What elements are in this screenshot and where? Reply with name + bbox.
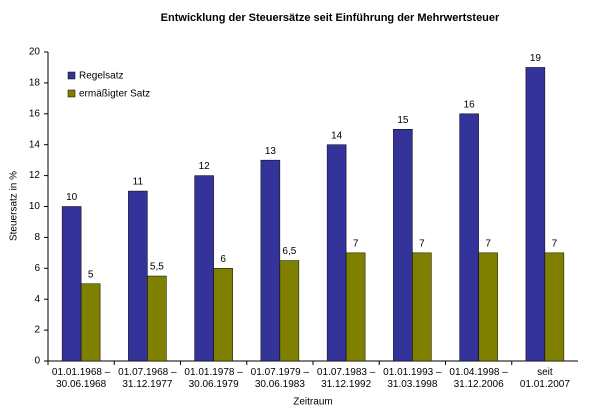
legend-label: Regelsatz — [79, 71, 123, 82]
data-label: 10 — [66, 192, 78, 203]
data-label: 6,5 — [282, 246, 296, 257]
y-tick-label: 0 — [34, 356, 40, 367]
x-axis-label: Zeitraum — [293, 397, 332, 408]
data-label: 16 — [464, 99, 476, 110]
bar — [345, 252, 366, 362]
x-tick-label: seit 01.01.2007 — [519, 367, 570, 390]
data-label: 11 — [133, 177, 144, 188]
y-tick-label: 10 — [29, 201, 41, 212]
x-tick-label: 01.04.1998 – 31.12.2006 — [449, 367, 508, 390]
bar — [544, 252, 565, 362]
bar — [147, 275, 167, 362]
bar — [260, 159, 281, 362]
data-label: 7 — [353, 238, 359, 249]
data-label: 14 — [331, 130, 343, 141]
data-label: 5 — [88, 269, 94, 280]
data-label: 12 — [199, 161, 211, 172]
bar — [213, 268, 233, 362]
y-tick-label: 6 — [34, 263, 40, 274]
y-tick-label: 4 — [34, 294, 40, 305]
y-tick-label: 20 — [29, 47, 41, 58]
bar — [525, 67, 546, 362]
data-label: 5,5 — [150, 262, 164, 273]
bar — [412, 252, 432, 362]
y-tick-label: 16 — [29, 108, 41, 119]
x-tick-label: 01.01.1993 – 31.03.1998 — [383, 367, 442, 390]
bar — [279, 260, 300, 362]
data-label: 13 — [265, 146, 277, 157]
bar — [194, 175, 214, 362]
x-tick-label: 01.07.1968 – 31.12.1977 — [118, 367, 177, 390]
y-tick-label: 2 — [34, 325, 40, 336]
bar — [61, 206, 82, 362]
data-label: 7 — [552, 238, 558, 249]
bar — [459, 113, 479, 362]
x-tick-label: 01.07.1983 – 31.12.1992 — [316, 367, 376, 390]
bar — [478, 252, 498, 362]
bar — [128, 190, 148, 362]
x-tick-label: 01.01.1978 – 30.06.1979 — [184, 367, 243, 390]
data-label: 7 — [419, 238, 425, 249]
bar — [80, 283, 101, 362]
bar — [326, 144, 347, 362]
x-tick-label: 01.01.1968 – 30.06.1968 — [51, 367, 111, 390]
x-tick-label: 01.07.1979 – 30.06.1983 — [250, 367, 310, 390]
y-axis-label: Steuersatz in % — [9, 171, 20, 241]
data-label: 15 — [397, 115, 409, 126]
data-label: 7 — [485, 238, 491, 249]
y-tick-label: 8 — [34, 232, 40, 243]
y-tick-label: 12 — [29, 170, 41, 181]
data-label: 19 — [530, 53, 542, 64]
y-tick-label: 14 — [29, 139, 41, 150]
legend-label: ermäßigter Satz — [79, 89, 150, 100]
legend-swatch — [67, 71, 76, 80]
chart-title: Entwicklung der Steuersätze seit Einführ… — [161, 12, 500, 24]
data-label: 6 — [220, 254, 226, 265]
bar — [393, 129, 413, 362]
y-tick-label: 18 — [29, 78, 41, 89]
legend-swatch — [67, 89, 76, 98]
